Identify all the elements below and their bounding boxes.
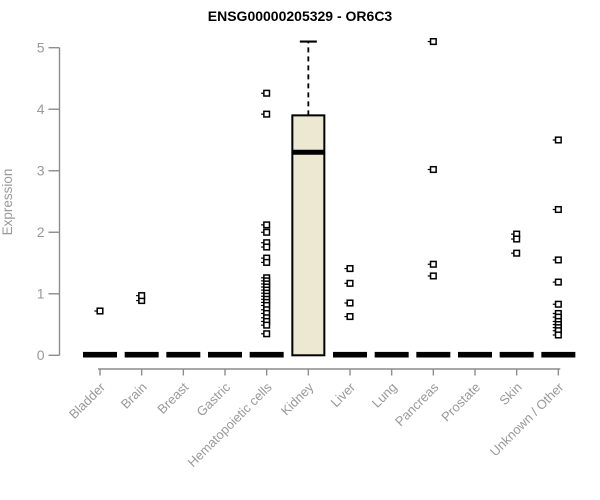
x-tick-label: Skin <box>496 380 524 408</box>
outlier-point <box>429 37 437 46</box>
outlier-point <box>263 321 271 329</box>
y-tick-label: 5 <box>37 40 45 56</box>
outlier-point <box>263 110 271 118</box>
collapsed-box <box>374 351 409 358</box>
outlier-point <box>513 235 521 243</box>
x-tick-label: Prostate <box>438 380 483 425</box>
outlier-point <box>346 265 354 273</box>
outlier-point <box>429 272 437 280</box>
collapsed-box <box>458 351 493 358</box>
outlier-point <box>346 312 354 321</box>
outlier-point <box>138 292 146 300</box>
collapsed-box <box>541 351 576 358</box>
x-tick-label: Breast <box>154 379 191 416</box>
x-tick-label: Gastric <box>193 379 233 419</box>
outlier-point <box>263 228 271 236</box>
collapsed-box <box>208 351 243 358</box>
collapsed-box <box>499 351 534 358</box>
outlier-point <box>554 136 562 144</box>
outlier-point <box>554 256 562 264</box>
outlier-point <box>429 260 437 268</box>
outlier-point <box>513 249 521 257</box>
collapsed-box <box>124 351 159 358</box>
outlier-point <box>96 307 104 315</box>
y-tick-label: 0 <box>37 347 45 363</box>
outlier-point <box>554 331 562 339</box>
outlier-point <box>346 279 354 287</box>
outlier-point <box>263 221 271 229</box>
y-tick-label: 3 <box>37 163 45 179</box>
y-axis-label: Expression <box>0 169 15 236</box>
collapsed-box <box>166 351 201 358</box>
outlier-point <box>263 330 271 338</box>
outlier-point <box>554 300 562 308</box>
chart-title: ENSG00000205329 - OR6C3 <box>208 8 393 24</box>
outlier-point <box>263 258 271 266</box>
outlier-point <box>263 243 271 251</box>
collapsed-box <box>83 351 117 358</box>
x-tick-label: Liver <box>328 379 359 410</box>
collapsed-box <box>249 351 284 358</box>
x-tick-label: Bladder <box>66 379 109 422</box>
y-tick-label: 2 <box>37 224 45 240</box>
x-tick-label: Lung <box>369 380 400 411</box>
outlier-point <box>554 205 562 214</box>
x-tick-label: Pancreas <box>392 379 442 429</box>
box <box>291 114 326 357</box>
outlier-point <box>554 278 562 286</box>
outlier-point <box>429 165 437 174</box>
x-tick-label: Unknown / Other <box>487 379 567 459</box>
y-tick-label: 4 <box>37 101 45 117</box>
outlier-point <box>263 89 271 97</box>
x-tick-label: Kidney <box>278 379 317 418</box>
y-tick-label: 1 <box>37 286 45 302</box>
collapsed-box <box>333 351 368 358</box>
collapsed-box <box>416 351 451 358</box>
outlier-point <box>346 299 354 307</box>
x-tick-label: Brain <box>118 380 150 412</box>
